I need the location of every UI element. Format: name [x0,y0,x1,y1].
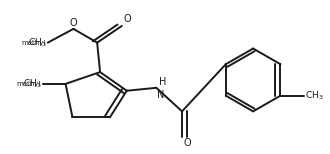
Text: O: O [70,18,77,28]
Text: O: O [184,138,191,148]
Text: methyl: methyl [22,40,46,46]
Text: methyl: methyl [17,81,41,87]
Text: H: H [159,77,166,87]
Text: CH$_3$: CH$_3$ [27,36,46,49]
Text: CH$_3$: CH$_3$ [305,89,324,102]
Text: O: O [123,14,131,24]
Text: N: N [157,90,165,100]
Text: CH$_3$: CH$_3$ [22,78,41,90]
